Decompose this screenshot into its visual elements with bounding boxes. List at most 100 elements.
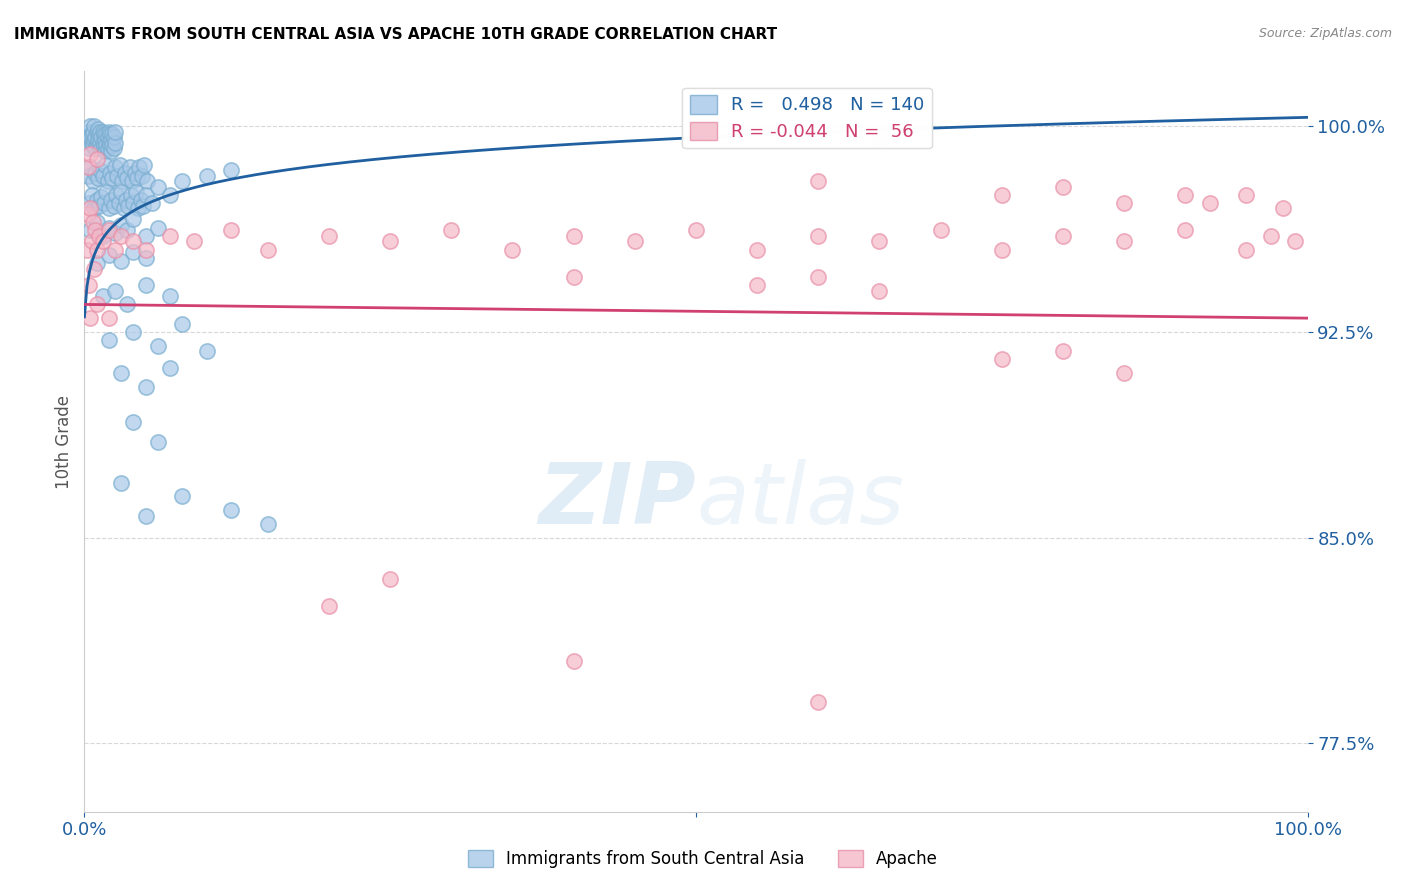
Point <box>105 169 128 183</box>
Point <box>129 193 152 207</box>
Text: atlas: atlas <box>696 459 904 542</box>
Point <box>90 190 112 204</box>
Point <box>100 133 122 147</box>
Point <box>79 119 101 133</box>
Point <box>929 223 952 237</box>
Point <box>80 128 103 142</box>
Point <box>83 119 105 133</box>
Legend: Immigrants from South Central Asia, Apache: Immigrants from South Central Asia, Apac… <box>461 843 945 875</box>
Point <box>86 136 108 150</box>
Point <box>257 516 280 531</box>
Point <box>77 207 100 221</box>
Point <box>135 508 157 523</box>
Point <box>91 136 114 150</box>
Point <box>103 199 125 213</box>
Point <box>86 243 108 257</box>
Point <box>624 235 647 249</box>
Point <box>94 144 117 158</box>
Point <box>98 166 121 180</box>
Point <box>685 223 707 237</box>
Point <box>131 169 153 183</box>
Point <box>97 311 120 326</box>
Point <box>195 169 218 183</box>
Point <box>115 171 138 186</box>
Point <box>869 235 891 249</box>
Point <box>195 344 218 359</box>
Point <box>807 695 830 709</box>
Point <box>110 366 132 380</box>
Point <box>82 174 104 188</box>
Point <box>94 133 117 147</box>
Point <box>97 136 120 150</box>
Point <box>114 166 136 180</box>
Point <box>146 434 169 449</box>
Point <box>1052 228 1074 243</box>
Point <box>135 187 157 202</box>
Point <box>562 270 585 285</box>
Point <box>97 248 120 262</box>
Point <box>86 297 108 311</box>
Point <box>869 284 891 298</box>
Point <box>91 125 114 139</box>
Point <box>1260 228 1282 243</box>
Point <box>93 128 115 142</box>
Point <box>122 235 145 249</box>
Point <box>172 174 194 188</box>
Point <box>98 128 121 142</box>
Point <box>87 199 110 213</box>
Point <box>1174 187 1197 202</box>
Point <box>1236 243 1258 257</box>
Point <box>86 256 108 270</box>
Point <box>89 136 111 150</box>
Point <box>91 235 114 249</box>
Point <box>685 125 707 139</box>
Point <box>134 158 156 172</box>
Point <box>318 228 340 243</box>
Point <box>82 125 104 139</box>
Point <box>82 215 104 229</box>
Point <box>84 223 107 237</box>
Point <box>91 169 114 183</box>
Point <box>1284 235 1306 249</box>
Point <box>172 317 194 331</box>
Text: Source: ZipAtlas.com: Source: ZipAtlas.com <box>1258 27 1392 40</box>
Point <box>103 141 125 155</box>
Point <box>257 243 280 257</box>
Point <box>97 141 120 155</box>
Point <box>91 289 114 303</box>
Point <box>97 125 120 139</box>
Point <box>115 193 138 207</box>
Point <box>87 133 110 147</box>
Point <box>747 278 769 293</box>
Point <box>96 138 118 153</box>
Point <box>77 169 100 183</box>
Point <box>112 202 135 216</box>
Point <box>869 133 891 147</box>
Point <box>159 289 181 303</box>
Point <box>110 185 132 199</box>
Point <box>104 226 127 240</box>
Point <box>183 235 205 249</box>
Point <box>807 270 830 285</box>
Point <box>80 235 103 249</box>
Point <box>115 223 138 237</box>
Point <box>115 297 138 311</box>
Point <box>76 243 98 257</box>
Point <box>77 161 100 175</box>
Point <box>93 196 115 211</box>
Point <box>77 141 100 155</box>
Point <box>219 163 242 178</box>
Point <box>1114 366 1136 380</box>
Point <box>83 261 105 276</box>
Point <box>97 130 120 145</box>
Point <box>98 138 121 153</box>
Point <box>122 415 145 429</box>
Text: IMMIGRANTS FROM SOUTH CENTRAL ASIA VS APACHE 10TH GRADE CORRELATION CHART: IMMIGRANTS FROM SOUTH CENTRAL ASIA VS AP… <box>14 27 778 42</box>
Point <box>122 212 145 227</box>
Point <box>122 325 145 339</box>
Point <box>110 218 132 232</box>
Point <box>1236 187 1258 202</box>
Point <box>380 235 402 249</box>
Point <box>122 196 145 211</box>
Point <box>118 161 141 175</box>
